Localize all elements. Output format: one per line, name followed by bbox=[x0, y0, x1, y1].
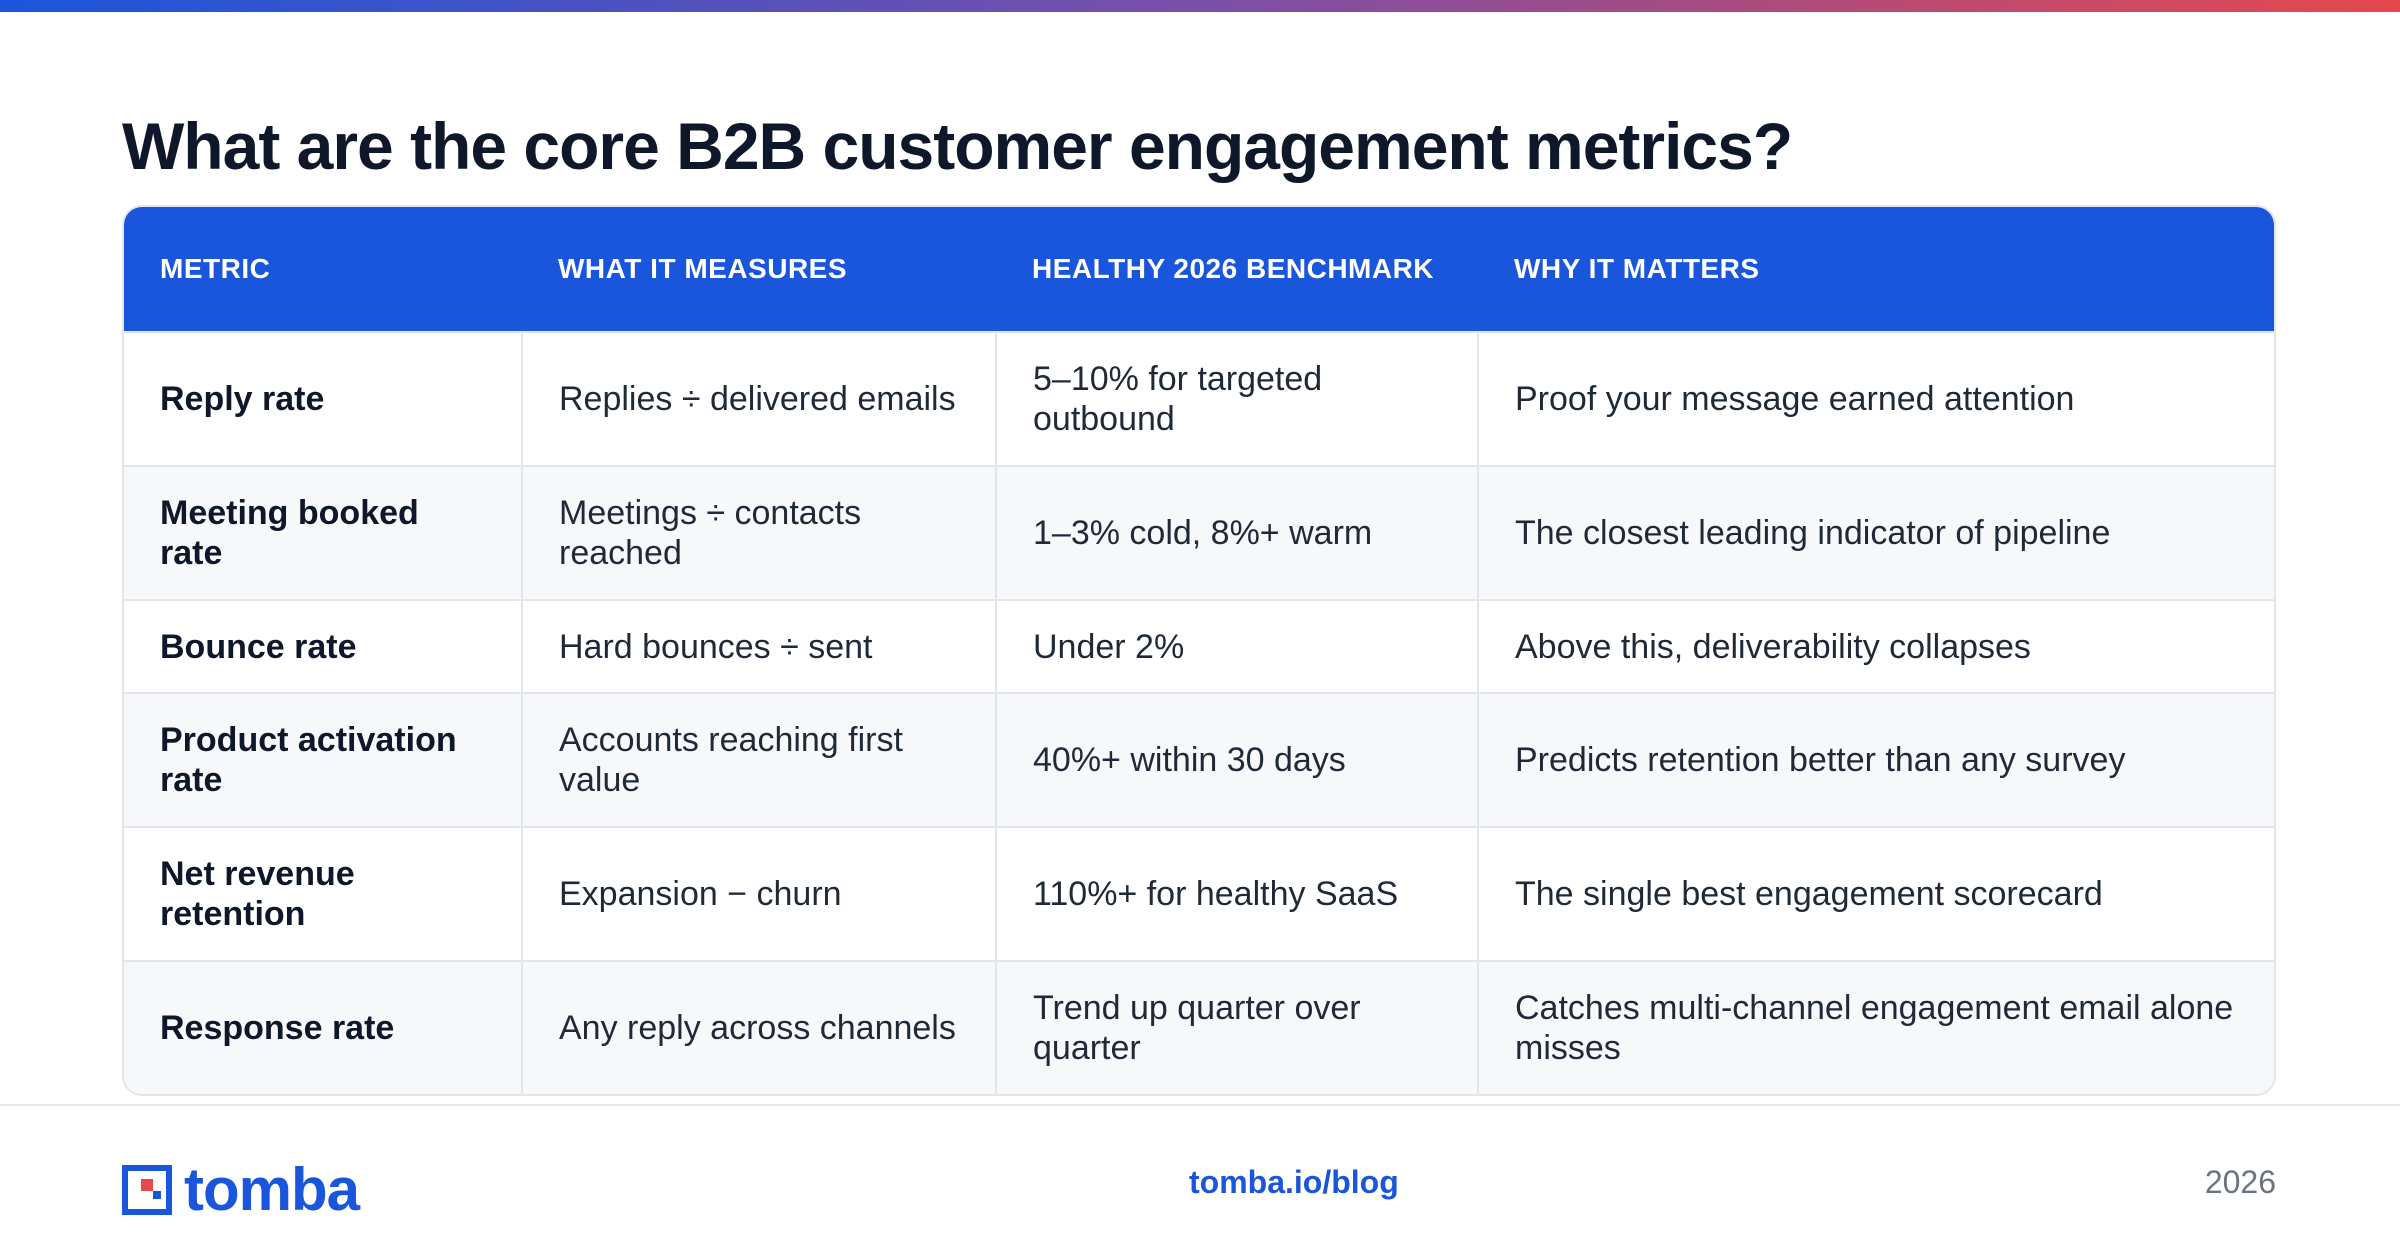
metric-cell: Product activation rate bbox=[124, 692, 523, 827]
table-row: Net revenue retention Expansion − churn 11… bbox=[124, 826, 2274, 961]
table-cell: Under 2% bbox=[996, 599, 1479, 693]
table-cell: The closest leading indicator of pipelin… bbox=[1478, 465, 2274, 600]
metric-cell: Response rate bbox=[124, 960, 523, 1094]
logo-icon bbox=[122, 1164, 172, 1215]
table-row: Product activation rate Accounts reaching… bbox=[124, 692, 2274, 827]
top-bar bbox=[0, 0, 2400, 12]
table-cell: Hard bounces ÷ sent bbox=[522, 599, 997, 693]
logo[interactable]: tomba bbox=[122, 1155, 360, 1224]
column-header: WHAT IT MEASURES bbox=[522, 207, 996, 332]
column-header: WHY IT MATTERS bbox=[1478, 207, 2274, 332]
table-row: Reply rate Replies ÷ delivered emails 5–10… bbox=[124, 331, 2274, 466]
metric-cell: Meeting booked rate bbox=[124, 465, 523, 600]
footer-divider bbox=[0, 1104, 2400, 1106]
table-cell: Accounts reaching first value bbox=[522, 692, 997, 827]
table-cell: Above this, deliverability collapses bbox=[1478, 599, 2274, 693]
table-cell: The single best engagement scorecard bbox=[1478, 826, 2274, 961]
table-cell: Predicts retention better than any surve… bbox=[1478, 692, 2274, 827]
footer-url[interactable]: tomba.io/blog bbox=[1189, 1164, 1399, 1200]
table-cell: Catches multi-channel engagement email a… bbox=[1478, 960, 2274, 1094]
table-cell: 5–10% for targeted outbound bbox=[996, 331, 1479, 466]
footer-year: 2026 bbox=[2204, 1164, 2276, 1200]
table-cell: Expansion − churn bbox=[522, 826, 997, 961]
metric-cell: Net revenue retention bbox=[124, 826, 523, 961]
table-cell: Replies ÷ delivered emails bbox=[522, 331, 997, 466]
table-body: Reply rate Replies ÷ delivered emails 5–10… bbox=[124, 331, 2274, 1094]
table-cell: Any reply across channels bbox=[522, 960, 997, 1094]
logo-text: tomba bbox=[184, 1156, 360, 1223]
table-cell: 40%+ within 30 days bbox=[996, 692, 1479, 827]
header-row: METRIC WHAT IT MEASURES HEALTHY 2026 BENCH… bbox=[124, 207, 2274, 332]
column-header: HEALTHY 2026 BENCHMARK bbox=[996, 207, 1478, 332]
table-cell: Proof your message earned attention bbox=[1478, 331, 2274, 466]
column-header: METRIC bbox=[124, 207, 522, 332]
table-cell: Trend up quarter over quarter bbox=[996, 960, 1479, 1094]
metric-cell: Bounce rate bbox=[124, 599, 523, 693]
table-card: METRIC WHAT IT MEASURES HEALTHY 2026 BENCH… bbox=[122, 205, 2276, 1096]
table-row: Bounce rate Hard bounces ÷ sent Under 2% Ab… bbox=[124, 599, 2274, 693]
table-row: Response rate Any reply across channels Tr… bbox=[124, 960, 2274, 1094]
table-cell: 110%+ for healthy SaaS bbox=[996, 826, 1479, 961]
metrics-table: METRIC WHAT IT MEASURES HEALTHY 2026 BENCH… bbox=[124, 207, 2274, 1094]
table-cell: 1–3% cold, 8%+ warm bbox=[996, 465, 1479, 600]
title: What are the core B2B customer engagemen… bbox=[122, 109, 1793, 183]
table-cell: Meetings ÷ contacts reached bbox=[522, 465, 997, 600]
metric-cell: Reply rate bbox=[124, 331, 523, 466]
table-row: Meeting booked rate Meetings ÷ contacts r… bbox=[124, 465, 2274, 600]
